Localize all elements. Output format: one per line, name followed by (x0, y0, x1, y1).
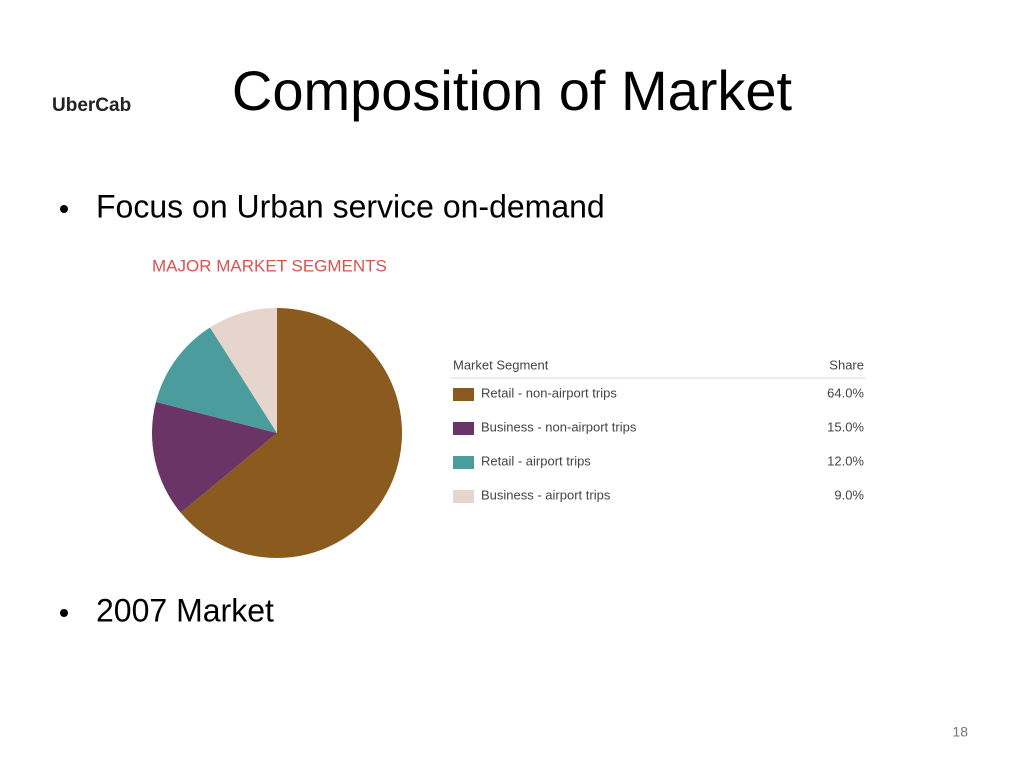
pie-slice (210, 308, 277, 433)
legend-swatch (453, 490, 474, 503)
slide-title: Composition of Market (232, 59, 793, 122)
legend-swatch (453, 422, 474, 435)
legend-value: 9.0% (834, 487, 864, 502)
pie-slice (155, 327, 277, 433)
legend-header: Market Segment (453, 357, 549, 372)
legend-label: Retail - airport trips (481, 453, 591, 468)
bullet-text: 2007 Market (96, 592, 274, 628)
legend-swatch (453, 388, 474, 401)
bullet-dot (60, 205, 68, 213)
legend-header: Share (829, 357, 864, 372)
bullet-text: Focus on Urban service on-demand (96, 188, 605, 224)
bullet-dot (60, 609, 68, 617)
legend-swatch (453, 456, 474, 469)
chart-title: MAJOR MARKET SEGMENTS (152, 256, 387, 275)
page-number: 18 (952, 724, 968, 740)
legend-value: 15.0% (827, 419, 864, 434)
legend-value: 12.0% (827, 453, 864, 468)
pie-slice (152, 401, 277, 513)
pie-slice (180, 308, 403, 559)
legend-label: Business - airport trips (481, 487, 611, 502)
legend-label: Business - non-airport trips (481, 419, 637, 434)
legend-value: 64.0% (827, 385, 864, 400)
logo: UberCab (52, 95, 131, 116)
legend-label: Retail - non-airport trips (481, 385, 617, 400)
